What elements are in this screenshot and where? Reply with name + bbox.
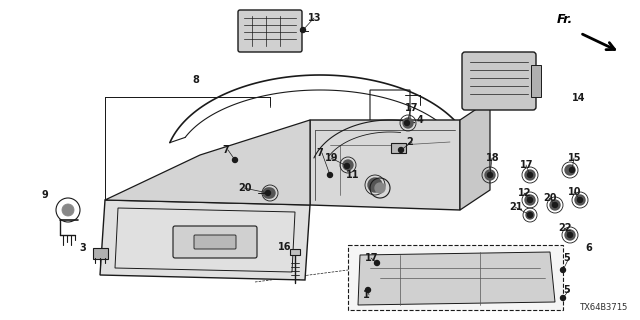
Circle shape xyxy=(368,178,382,192)
Circle shape xyxy=(266,190,271,196)
Text: 5: 5 xyxy=(563,253,570,263)
Circle shape xyxy=(561,295,566,300)
Circle shape xyxy=(365,287,371,292)
Circle shape xyxy=(561,268,566,273)
Circle shape xyxy=(525,195,535,205)
Text: 15: 15 xyxy=(568,153,582,163)
Text: 4: 4 xyxy=(417,115,424,125)
Circle shape xyxy=(570,167,575,172)
Text: 21: 21 xyxy=(509,202,522,212)
Text: 9: 9 xyxy=(42,190,49,200)
Circle shape xyxy=(575,195,585,205)
FancyBboxPatch shape xyxy=(290,249,300,255)
Circle shape xyxy=(577,197,582,203)
Circle shape xyxy=(232,157,237,163)
Text: 20: 20 xyxy=(543,193,557,203)
Circle shape xyxy=(526,211,534,219)
FancyBboxPatch shape xyxy=(194,235,236,249)
Circle shape xyxy=(263,188,273,198)
Text: 7: 7 xyxy=(222,145,228,155)
Circle shape xyxy=(343,160,353,170)
Text: 5: 5 xyxy=(563,285,570,295)
Circle shape xyxy=(550,200,560,210)
FancyBboxPatch shape xyxy=(238,10,302,52)
Circle shape xyxy=(328,172,333,178)
FancyBboxPatch shape xyxy=(462,52,536,110)
Circle shape xyxy=(404,119,412,127)
Circle shape xyxy=(527,212,532,218)
Circle shape xyxy=(62,204,74,216)
Circle shape xyxy=(488,172,493,178)
Circle shape xyxy=(527,172,532,178)
Text: 8: 8 xyxy=(193,75,200,85)
Circle shape xyxy=(525,170,535,180)
Circle shape xyxy=(404,121,410,125)
Text: 20: 20 xyxy=(238,183,252,193)
Circle shape xyxy=(552,203,557,207)
Circle shape xyxy=(485,170,495,180)
Text: 7: 7 xyxy=(316,148,323,158)
Circle shape xyxy=(301,28,305,33)
Text: 22: 22 xyxy=(558,223,572,233)
Text: 16: 16 xyxy=(278,242,291,252)
Text: 13: 13 xyxy=(308,13,321,23)
Text: 19: 19 xyxy=(325,153,339,163)
Text: 10: 10 xyxy=(568,187,582,197)
Text: Fr.: Fr. xyxy=(557,13,573,26)
Text: 2: 2 xyxy=(406,137,413,147)
Circle shape xyxy=(344,164,349,169)
Text: TX64B3715: TX64B3715 xyxy=(580,303,628,312)
FancyBboxPatch shape xyxy=(173,226,257,258)
Text: 17: 17 xyxy=(520,160,534,170)
Polygon shape xyxy=(310,120,460,210)
Polygon shape xyxy=(358,252,555,305)
Circle shape xyxy=(403,118,413,128)
Text: 6: 6 xyxy=(585,243,592,253)
Circle shape xyxy=(374,260,380,266)
Text: 3: 3 xyxy=(79,243,86,253)
Text: 14: 14 xyxy=(572,93,586,103)
Circle shape xyxy=(568,233,573,237)
Text: 1: 1 xyxy=(363,290,370,300)
Circle shape xyxy=(565,230,575,240)
Text: 17: 17 xyxy=(365,253,378,263)
FancyBboxPatch shape xyxy=(348,245,563,310)
Text: 17: 17 xyxy=(405,103,419,113)
Polygon shape xyxy=(100,200,310,280)
Text: 12: 12 xyxy=(518,188,531,198)
FancyBboxPatch shape xyxy=(93,247,108,259)
Polygon shape xyxy=(105,120,310,205)
Circle shape xyxy=(527,197,532,203)
Circle shape xyxy=(375,183,385,193)
Circle shape xyxy=(265,188,275,198)
FancyBboxPatch shape xyxy=(531,65,541,97)
Text: 11: 11 xyxy=(346,170,360,180)
Circle shape xyxy=(565,165,575,175)
Text: 18: 18 xyxy=(486,153,500,163)
Circle shape xyxy=(399,148,403,153)
Polygon shape xyxy=(460,100,490,210)
FancyBboxPatch shape xyxy=(390,142,406,153)
